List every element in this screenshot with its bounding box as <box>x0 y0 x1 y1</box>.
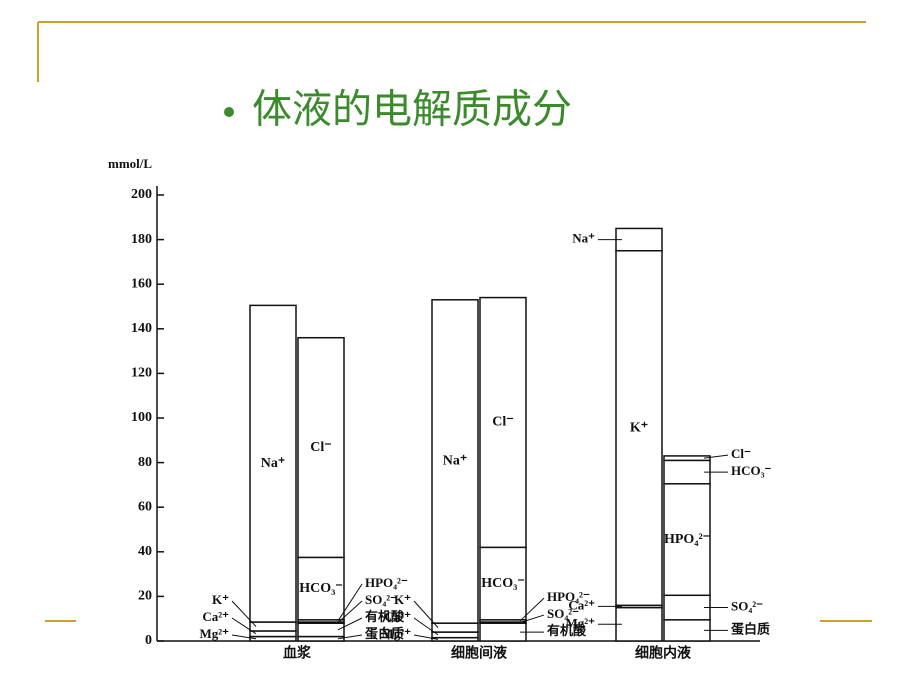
segment-label: Na⁺ <box>261 456 286 471</box>
x-tick-label: 细胞内液 <box>635 645 692 661</box>
leader-line <box>231 600 257 627</box>
bar-segment <box>297 622 345 638</box>
leader-line <box>231 617 257 635</box>
bar-segment <box>431 631 479 639</box>
segment-label: Mg²⁺ <box>381 626 411 641</box>
y-tick-label: 60 <box>138 499 152 514</box>
segment-label: HPO₄²⁻ <box>365 575 408 590</box>
segment-label: K⁺ <box>630 420 648 435</box>
segment-label: SO₄²⁻ <box>365 592 397 607</box>
bar-segment <box>249 621 297 632</box>
segment-label: Mg²⁺ <box>199 626 229 641</box>
bar-segment <box>431 622 479 633</box>
leader-line <box>413 617 439 636</box>
segment-label: Cl⁻ <box>310 440 331 455</box>
segment-label: Mg²⁺ <box>565 615 595 630</box>
x-tick-label: 细胞间液 <box>451 645 508 661</box>
bar-segment <box>479 622 527 642</box>
y-tick-label: 140 <box>131 321 152 336</box>
segment-label: 有机酸 <box>547 623 587 638</box>
y-tick-label: 0 <box>145 633 152 648</box>
bar-segment <box>615 250 663 607</box>
y-tick-label: 80 <box>138 455 152 470</box>
leader-line <box>413 600 439 628</box>
leader-line <box>337 634 363 640</box>
bar-segment <box>431 299 479 624</box>
y-tick-label: 160 <box>131 276 152 291</box>
segment-label: HCO₃⁻ <box>481 576 524 591</box>
y-tick-label: 120 <box>131 366 152 381</box>
bar-segment <box>615 227 663 252</box>
segment-label: Ca²⁺ <box>202 609 229 624</box>
bar-segment <box>479 296 527 549</box>
y-tick-label: 100 <box>131 410 152 425</box>
segment-label: 蛋白质 <box>365 626 404 641</box>
segment-label: Ca²⁺ <box>384 609 411 624</box>
bar-segment <box>297 336 345 559</box>
segment-label: HPO₄²⁻ <box>547 589 590 604</box>
bullet <box>224 107 234 117</box>
bar-segment <box>663 619 711 642</box>
y-axis-label: mmol/L <box>108 156 152 171</box>
segment-label: Na⁺ <box>443 454 468 469</box>
segment-label: 有机酸 <box>365 609 405 624</box>
y-tick-label: 20 <box>138 589 152 604</box>
segment-label: Cl⁻ <box>492 415 513 430</box>
leader-line <box>231 634 257 640</box>
leader-line <box>337 617 363 631</box>
y-tick-label: 200 <box>131 187 152 202</box>
segment-label: HCO₃⁻ <box>299 581 342 596</box>
segment-label: SO₄²⁻ <box>547 606 579 621</box>
bar-segment <box>615 606 663 642</box>
segment-label: Ca²⁺ <box>568 597 595 612</box>
leader-line <box>337 583 363 622</box>
segment-label: K⁺ <box>212 592 229 607</box>
y-tick-label: 40 <box>138 544 152 559</box>
bar-segment <box>663 459 711 485</box>
bar-segment <box>249 304 297 623</box>
x-tick-label: 血浆 <box>283 645 312 661</box>
leader-line <box>413 634 439 640</box>
segment-label: Cl⁻ <box>731 446 751 461</box>
segment-label: K⁺ <box>394 592 411 607</box>
leader-line <box>337 600 363 623</box>
slide-title: 体液的电解质成分 <box>252 88 572 132</box>
bar-segment <box>663 455 711 462</box>
leader-line <box>519 614 545 624</box>
segment-label: HCO₃⁻ <box>731 463 772 478</box>
leader-line <box>519 597 545 622</box>
bar-segment <box>663 594 711 621</box>
segment-label: SO₄²⁻ <box>731 599 763 614</box>
segment-label: Na⁺ <box>572 231 595 246</box>
y-tick-label: 180 <box>131 232 152 247</box>
leader-line <box>703 454 729 459</box>
segment-label: HPO₄²⁻ <box>664 532 710 547</box>
segment-label: 蛋白质 <box>731 621 770 636</box>
bar-segment <box>249 630 297 638</box>
